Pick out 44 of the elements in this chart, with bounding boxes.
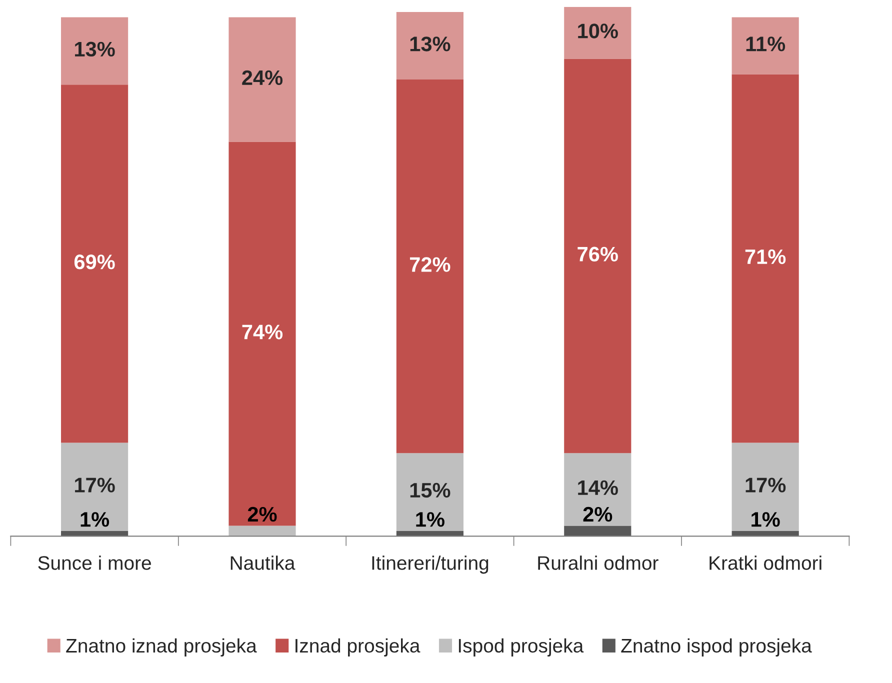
x-tick-label: Ruralni odmor bbox=[538, 556, 658, 570]
data-label: 13% bbox=[410, 36, 450, 52]
bar bbox=[228, 526, 296, 536]
data-label: 15% bbox=[410, 482, 450, 498]
bar bbox=[564, 526, 632, 536]
data-label: 69% bbox=[74, 254, 115, 270]
data-label: 13% bbox=[75, 42, 115, 57]
bar bbox=[564, 6, 632, 59]
data-label: 24% bbox=[242, 70, 283, 86]
bar bbox=[61, 84, 128, 443]
legend-label: Znatno iznad prosjeka bbox=[66, 638, 257, 656]
legend-label: Iznad prosjeka bbox=[296, 638, 420, 656]
bar bbox=[228, 17, 296, 142]
data-label: 17% bbox=[746, 478, 786, 492]
bar bbox=[228, 142, 296, 526]
x-tick-label: Itinereri/turing bbox=[372, 556, 488, 574]
bar bbox=[61, 17, 128, 85]
bar bbox=[396, 453, 464, 531]
data-label: 74% bbox=[242, 324, 283, 340]
data-label: 2% bbox=[248, 506, 277, 522]
bar bbox=[732, 442, 799, 531]
data-label: 1% bbox=[80, 512, 110, 527]
data-label: 11% bbox=[746, 36, 786, 52]
legend-label: Znatno ispod prosjeka bbox=[621, 638, 812, 656]
data-label: 10% bbox=[578, 24, 618, 38]
data-label: 1% bbox=[416, 512, 444, 527]
data-label: 14% bbox=[578, 480, 618, 495]
data-label: 17% bbox=[75, 478, 115, 492]
bar bbox=[732, 74, 799, 443]
data-label: 72% bbox=[410, 257, 450, 272]
x-tick-label: Sunce i more bbox=[38, 556, 151, 570]
data-label: 71% bbox=[745, 249, 786, 264]
x-tick-label: Kratki odmori bbox=[710, 556, 822, 570]
x-tick-label: Nautika bbox=[230, 556, 296, 570]
data-label: 76% bbox=[578, 246, 618, 262]
bar bbox=[61, 442, 128, 531]
data-label: 1% bbox=[752, 512, 780, 527]
bar bbox=[564, 58, 632, 454]
bar bbox=[732, 17, 799, 74]
data-label: 2% bbox=[583, 506, 612, 522]
bar bbox=[564, 453, 632, 526]
legend-label: Ispod prosjeka bbox=[458, 638, 584, 656]
bar bbox=[396, 79, 464, 454]
bar bbox=[396, 12, 464, 80]
